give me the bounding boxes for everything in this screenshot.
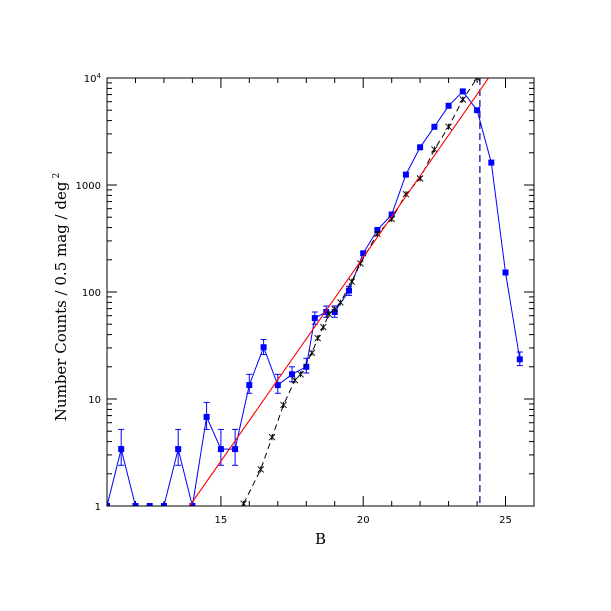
data-point [107,503,110,506]
data-point [160,503,167,506]
data-point [388,211,395,218]
data-point [203,413,210,420]
data-point [459,88,466,95]
observed-series [107,88,523,506]
data-point [402,171,409,178]
data-point [311,315,318,322]
data-point [325,310,333,318]
data-point [445,102,452,109]
data-point [431,123,438,130]
data-point [280,401,287,409]
data-point [132,503,139,506]
observed-line [107,90,521,506]
data-point [232,446,239,453]
data-point [268,433,276,441]
data-point [308,349,316,357]
plot-frame [106,77,535,507]
data-point [217,446,224,453]
data-point [303,363,310,370]
model-line [243,78,478,504]
series-layer [107,78,523,506]
data-point [337,299,344,306]
data-point [431,146,438,153]
fit-line [189,78,489,506]
data-point-stroke [473,78,478,82]
y-axis-title-text: Number Counts / 0.5 mag / deg [52,181,70,421]
data-point [516,356,523,363]
minor-ticks [106,78,535,506]
data-point [189,503,196,506]
y-axis-title: Number Counts / 0.5 mag / deg 2 [52,173,70,421]
data-point [118,446,125,453]
data-point [488,159,495,166]
data-point [348,278,356,285]
y-tick-label: 100 [82,288,101,299]
y-tick-label-top: 104 [84,72,102,85]
x-axis-title: B [315,530,326,548]
data-point [473,78,481,82]
y-tick-label: 10 [88,395,101,406]
data-point [289,371,295,378]
data-point [175,446,182,453]
x-tick-labels: 15 20 25 [215,515,512,526]
data-point [417,144,424,151]
data-point [146,503,153,506]
x-tick-label: 20 [357,515,370,526]
data-point [260,344,267,351]
data-point [474,107,481,114]
data-point [246,382,253,389]
data-point [291,376,299,384]
data-point [346,287,352,294]
y-tick-label-top-exponent: 4 [97,72,102,80]
data-point [319,323,327,331]
fit-series [189,78,489,506]
y-tick-label: 1 [95,502,101,513]
data-point [445,123,452,131]
data-point [459,96,467,103]
data-point [374,230,381,238]
y-tick-label: 1000 [76,181,101,192]
data-point [314,334,322,342]
y-axis-title-exponent: 2 [52,173,62,179]
data-point [360,250,367,257]
data-point [502,269,509,276]
major-ticks [107,77,534,507]
data-point [331,305,339,313]
data-point [374,227,381,233]
data-point [257,466,265,473]
y-tick-label-top-base: 10 [84,74,97,85]
x-tick-label: 25 [499,515,512,526]
data-point-stroke [476,78,481,82]
x-tick-label: 15 [215,515,228,526]
data-point [274,382,281,389]
model-series [240,78,481,506]
data-point [297,370,304,378]
